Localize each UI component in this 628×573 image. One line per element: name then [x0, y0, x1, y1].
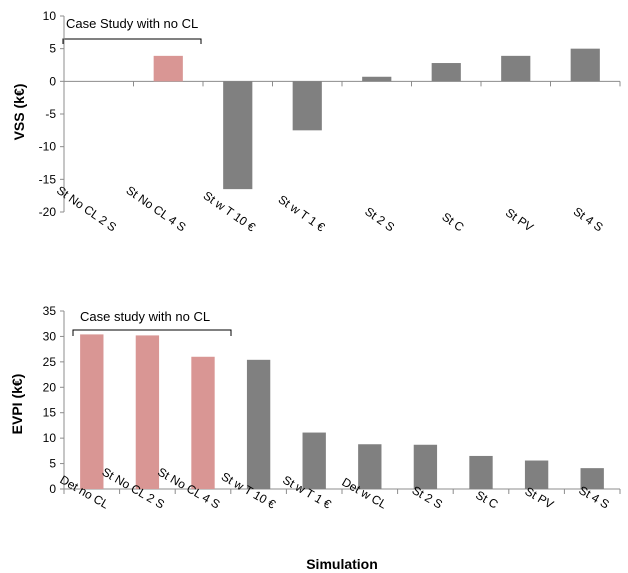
- evpi-bar: [413, 444, 438, 489]
- vss-annotation: Case Study with no CL: [66, 16, 198, 31]
- evpi-y-tick-label: 25: [43, 355, 57, 369]
- evpi-bar: [580, 468, 604, 489]
- vss-category-label: St C: [439, 210, 466, 235]
- evpi-x-axis-label: Simulation: [306, 556, 378, 572]
- evpi-y-axis-label: EVPI (k€): [9, 374, 25, 435]
- vss-y-axis-label: VSS (k€): [11, 84, 27, 141]
- evpi-y-tick-label: 15: [43, 406, 57, 420]
- vss-bar: [153, 55, 183, 82]
- evpi-bar: [358, 444, 382, 489]
- vss-category-label: St No CL 4 S: [124, 183, 189, 234]
- evpi-bar: [524, 460, 549, 489]
- evpi-y-tick-label: 10: [43, 431, 57, 445]
- vss-category-label: St 4 S: [571, 204, 606, 234]
- vss-y-tick-label: 5: [49, 42, 56, 56]
- vss-y-tick-label: -20: [39, 205, 57, 219]
- evpi-bar: [246, 359, 271, 489]
- vss-y-tick-label: -5: [45, 107, 56, 121]
- vss-bar: [223, 81, 253, 190]
- evpi-bar: [191, 356, 215, 489]
- vss-category-label: St w T 10 €: [201, 188, 259, 234]
- evpi-category-label: St C: [473, 488, 501, 512]
- evpi-bar: [302, 432, 326, 489]
- evpi-bar: [80, 334, 104, 489]
- vss-bar: [431, 63, 461, 82]
- vss-category-label: St 2 S: [362, 204, 397, 234]
- vss-y-tick-label: -10: [39, 140, 57, 154]
- vss-y-tick-label: -15: [39, 172, 57, 186]
- vss-category-label: St w T 1 €: [276, 192, 328, 234]
- evpi-y-tick-label: 5: [49, 457, 56, 471]
- vss-bar: [362, 76, 392, 82]
- evpi-bar: [135, 335, 160, 489]
- vss-chart: VSS (k€) Case Study with no CL 10 5 0 -5 -10…: [11, 9, 621, 235]
- evpi-y-tick-label: 35: [43, 304, 57, 318]
- vss-bar: [501, 55, 531, 82]
- evpi-bar: [469, 455, 493, 489]
- evpi-annotation-bracket: [72, 329, 232, 336]
- evpi-y-tick-label: 0: [49, 482, 56, 496]
- vss-bar: [292, 81, 322, 131]
- evpi-annotation: Case study with no CL: [80, 309, 210, 324]
- vss-category-label: St PV: [503, 205, 536, 234]
- evpi-y-tick-label: 30: [43, 329, 57, 343]
- evpi-chart: EVPI (k€) Case study with no CL Simulati…: [9, 304, 621, 572]
- vss-bar: [570, 48, 600, 82]
- evpi-y-tick-label: 20: [43, 380, 57, 394]
- vss-y-tick-label: 10: [43, 9, 57, 23]
- vss-annotation-bracket: [62, 38, 202, 44]
- vss-y-tick-label: 0: [49, 74, 56, 88]
